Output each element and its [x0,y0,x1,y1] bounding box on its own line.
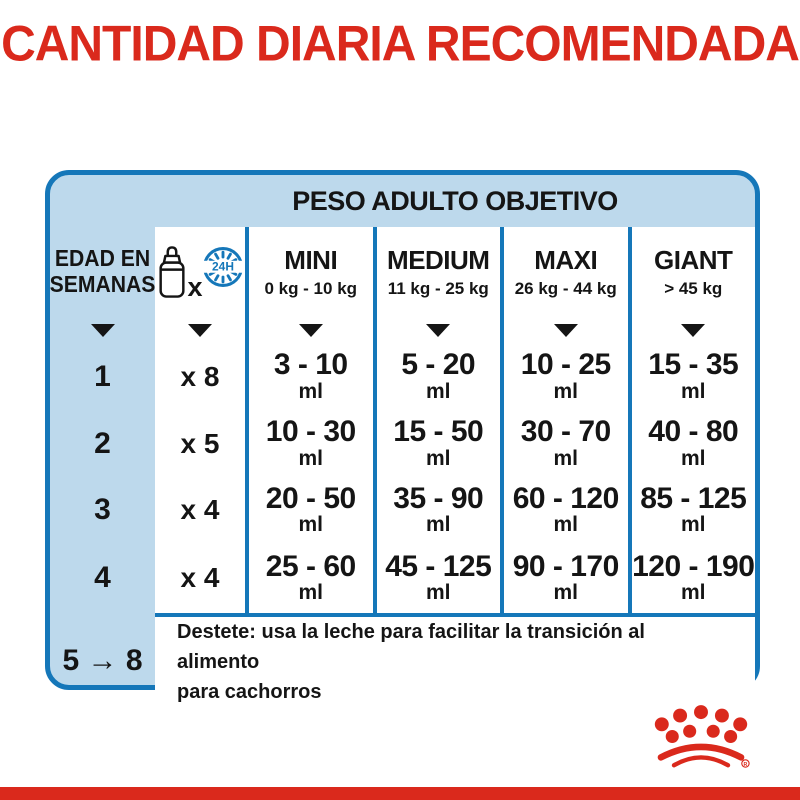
amount-cell: 35 - 90 ml [372,477,500,543]
clock-24h-label: 24H [212,259,234,273]
amount-cell: 25 - 60 ml [245,543,373,613]
amount-cell: 3 - 10 ml [245,343,373,410]
amount-cell: 40 - 80 ml [627,410,755,477]
amount-cell: 10 - 25 ml [500,343,628,410]
down-arrow-icon [426,323,451,337]
down-arrow-icon [553,323,578,337]
column-header-mini: MINI 0 kg - 10 kg [245,227,373,317]
multiplier-x-label: x [187,271,203,302]
feedings-per-day: x 8 [155,343,245,410]
page-title: CANTIDAD DIARIA RECOMENDADA [1,17,800,73]
week-number: 4 [94,561,111,594]
week-number: 2 [94,426,111,460]
baby-bottle-icon [159,246,186,298]
week-number: 1 [94,359,111,393]
table-header-peso-adulto: PESO ADULTO OBJETIVO [292,185,618,216]
amount-cell: 20 - 50 ml [245,477,373,543]
royal-canin-crown-logo: R [654,705,750,768]
amount-cell: 85 - 125 ml [627,477,755,543]
age-in-weeks-header: EDAD EN SEMANAS [49,227,156,317]
amount-cell: 10 - 30 ml [245,410,373,477]
amount-cell: 15 - 50 ml [372,410,500,477]
weaning-note: Destete: usa la leche para facilitar la … [177,621,645,703]
svg-text:R: R [744,762,748,768]
column-header-maxi: MAXI 26 kg - 44 kg [500,227,628,317]
amount-cell: 120 - 190 ml [627,543,755,613]
24h-clock-icon: 24H [201,247,244,287]
weaning-weeks: 5 → 8 [62,644,143,677]
week-number: 3 [94,493,111,526]
down-arrow-icon [298,323,323,337]
feedings-per-day-header: x [155,227,245,317]
amount-cell: 90 - 170 ml [500,543,628,613]
amount-cell: 60 - 120 ml [500,477,628,543]
bottom-red-bar [0,787,800,800]
down-arrow-icon [681,323,706,337]
amount-cell: 30 - 70 ml [500,410,628,477]
age-label: EDAD EN SEMANAS [49,245,156,297]
down-arrow-icon [90,323,115,337]
feedings-per-day: x 4 [155,477,245,543]
weaning-note-cell: Destete: usa la leche para facilitar la … [155,613,755,709]
amount-cell: 5 - 20 ml [372,343,500,410]
feedings-per-day: x 5 [155,410,245,477]
column-header-medium: MEDIUM 11 kg - 25 kg [372,227,500,317]
amount-cell: 45 - 125 ml [372,543,500,613]
feeding-table: PESO ADULTO OBJETIVO EDAD EN SEMANAS x [45,170,760,709]
feeding-table-grid: PESO ADULTO OBJETIVO EDAD EN SEMANAS x [49,175,755,709]
down-arrow-icon [188,323,212,337]
amount-cell: 15 - 35 ml [627,343,755,410]
feedings-per-day: x 4 [155,543,245,613]
column-header-giant: GIANT > 45 kg [627,227,755,317]
